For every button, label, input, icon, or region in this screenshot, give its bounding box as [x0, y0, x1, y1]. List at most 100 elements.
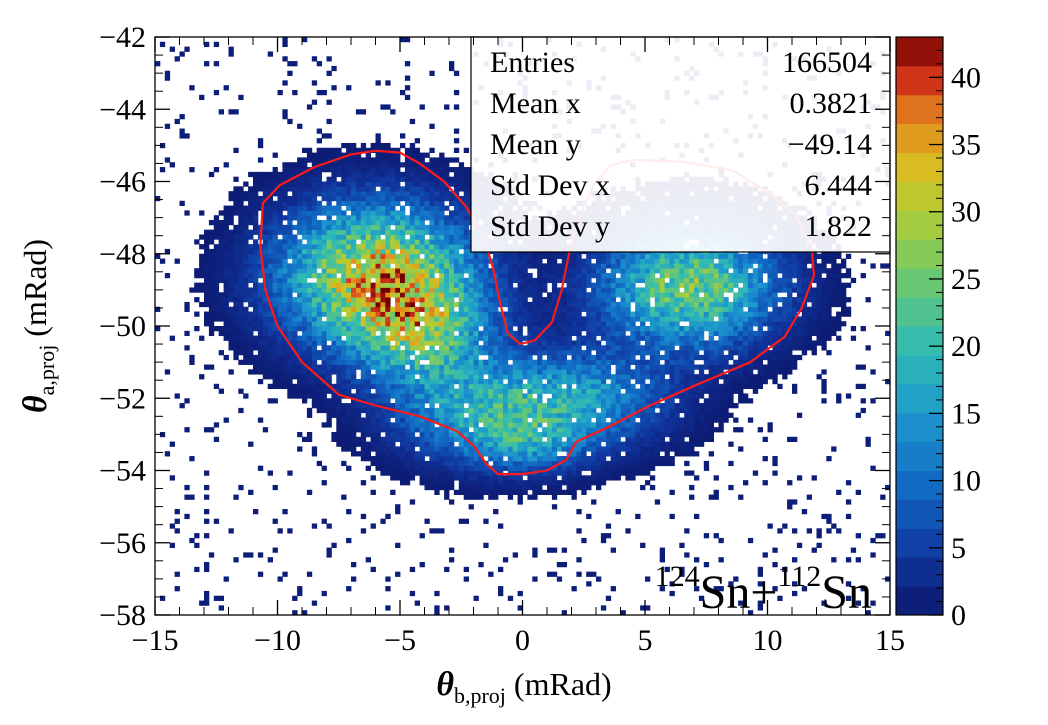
heatmap-cell [267, 345, 273, 351]
heatmap-cell [444, 383, 450, 390]
heatmap-cell [586, 277, 592, 284]
heatmap-cell [458, 210, 465, 216]
heatmap-cell [277, 369, 283, 375]
heatmap-cell [297, 220, 303, 226]
heatmap-cell [576, 484, 582, 491]
heatmap-cell [370, 244, 376, 250]
heatmap-cell [341, 282, 347, 288]
heatmap-cell [547, 571, 553, 577]
heatmap-cell [360, 354, 367, 361]
heatmap-cell [434, 427, 440, 433]
heatmap-cell [155, 61, 161, 67]
heatmap-cell [419, 460, 425, 467]
heatmap-cell [238, 244, 244, 250]
heatmap-cell [208, 316, 215, 322]
heatmap-cell [375, 359, 381, 365]
heatmap-cell [600, 388, 607, 394]
heatmap-cell [566, 431, 572, 438]
heatmap-cell [493, 364, 499, 370]
heatmap-cell [204, 287, 210, 293]
heatmap-cell [498, 427, 504, 433]
heatmap-cell [184, 330, 190, 337]
heatmap-cell [547, 403, 553, 409]
heatmap-cell [512, 378, 518, 385]
heatmap-cell [302, 311, 308, 317]
heatmap-cell [218, 605, 224, 611]
heatmap-cell [404, 480, 411, 486]
heatmap-cell [537, 480, 543, 486]
heatmap-cell [591, 465, 597, 471]
heatmap-cell [336, 277, 342, 284]
heatmap-cell [341, 220, 347, 226]
heatmap-cell [409, 465, 416, 471]
heatmap-cell [566, 263, 572, 269]
heatmap-cell [449, 383, 455, 390]
heatmap-cell [341, 171, 347, 178]
heatmap-cell [600, 316, 607, 322]
heatmap-cell [213, 234, 220, 240]
heatmap-cell [473, 326, 479, 332]
heatmap-cell [321, 273, 327, 279]
heatmap-cell [498, 422, 504, 428]
heatmap-cell [566, 268, 572, 274]
heatmap-cell [351, 441, 357, 447]
heatmap-cell [262, 374, 269, 380]
heatmap-cell [434, 253, 440, 259]
heatmap-cell [429, 340, 435, 346]
heatmap-cell [561, 306, 567, 312]
heatmap-cell [478, 383, 484, 390]
heatmap-cell [306, 287, 313, 293]
heatmap-cell [424, 350, 430, 356]
heatmap-cell [493, 273, 499, 279]
heatmap-cell [336, 306, 342, 312]
heatmap-cell [527, 359, 533, 365]
heatmap-cell [404, 263, 411, 269]
heatmap-cell [164, 451, 171, 457]
heatmap-cell [610, 292, 616, 298]
heatmap-cell [292, 224, 298, 231]
heatmap-cell [434, 277, 440, 284]
heatmap-cell [483, 268, 489, 274]
heatmap-cell [385, 171, 391, 178]
heatmap-cell [355, 330, 362, 337]
heatmap-cell [517, 412, 523, 418]
heatmap-cell [302, 258, 308, 264]
heatmap-cell [262, 311, 269, 317]
heatmap-cell [282, 282, 288, 288]
heatmap-cell [297, 273, 303, 279]
heatmap-cell [532, 451, 538, 457]
heatmap-cell [336, 248, 342, 255]
heatmap-cell [424, 191, 430, 197]
heatmap-cell [483, 407, 489, 414]
heatmap-cell [380, 518, 386, 524]
heatmap-cell [527, 393, 533, 399]
heatmap-cell [316, 186, 322, 192]
heatmap-cell [311, 378, 318, 385]
heatmap-cell [547, 475, 553, 481]
heatmap-cell [429, 427, 435, 433]
heatmap-cell [272, 239, 278, 245]
heatmap-cell [351, 354, 357, 361]
heatmap-cell [517, 489, 523, 495]
heatmap-cell [596, 273, 602, 279]
heatmap-cell [537, 292, 543, 298]
heatmap-cell [248, 321, 254, 327]
heatmap-cell [360, 181, 367, 187]
heatmap-cell [311, 215, 318, 221]
heatmap-cell [253, 359, 259, 365]
heatmap-cell [331, 383, 337, 390]
heatmap-cell [419, 431, 425, 438]
heatmap-cell [581, 393, 587, 399]
heatmap-cell [409, 215, 416, 221]
heatmap-cell [262, 340, 269, 346]
heatmap-cell [292, 234, 298, 240]
heatmap-cell [409, 378, 416, 385]
heatmap-cell [424, 388, 430, 394]
heatmap-cell [409, 460, 416, 467]
heatmap-cell [493, 258, 499, 264]
heatmap-cell [502, 354, 509, 361]
heatmap-cell [444, 239, 450, 245]
heatmap-cell [204, 239, 210, 245]
heatmap-cell [414, 388, 420, 394]
heatmap-cell [453, 393, 460, 399]
